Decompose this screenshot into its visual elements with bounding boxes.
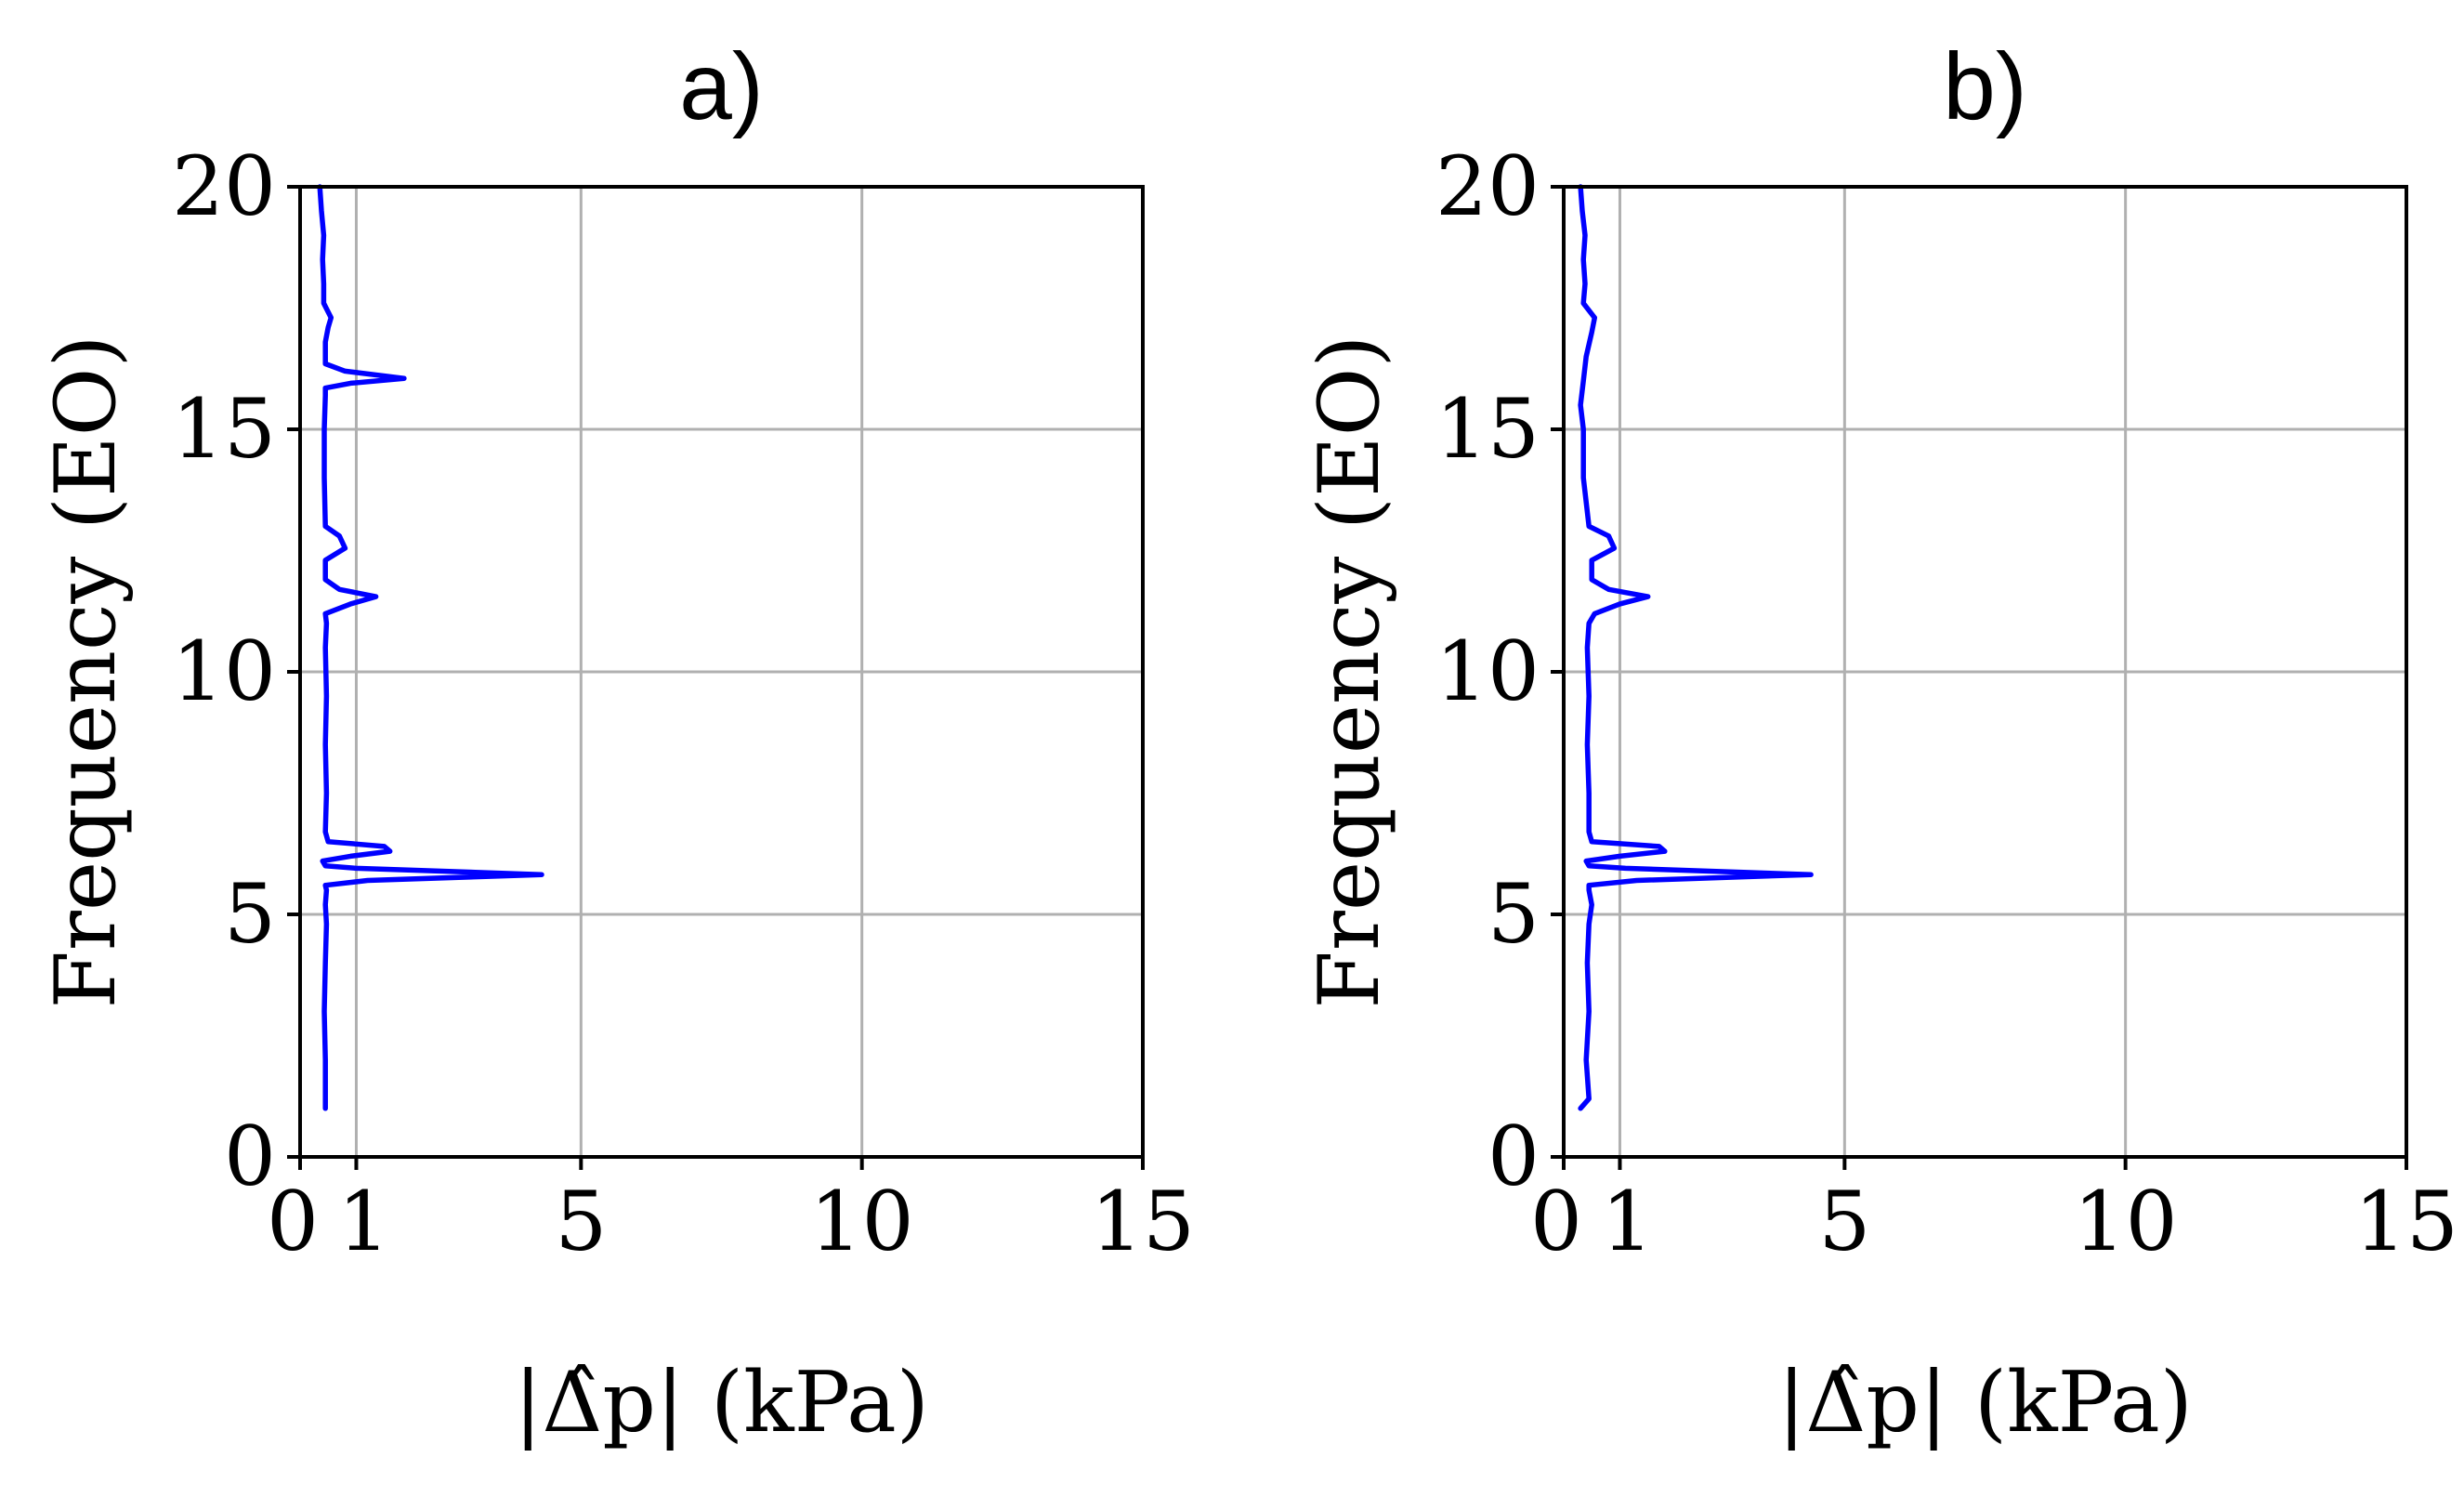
y-tick-label: 0	[224, 1109, 276, 1204]
panel-title: a)	[679, 33, 764, 139]
series-line-b	[1578, 184, 1814, 1111]
x-tick-label: 5	[1818, 1174, 1870, 1269]
y-tick-label: 15	[172, 381, 276, 477]
x-axis-label: |Δ̂p| (kPa)	[514, 1354, 929, 1451]
x-tick-label: 15	[2354, 1174, 2458, 1269]
y-axis-label: Frequency (EO)	[37, 335, 135, 1008]
y-tick-label: 20	[172, 138, 276, 234]
x-tick-label: 0	[267, 1174, 319, 1269]
y-tick-label: 5	[1488, 866, 1540, 962]
y-tick-label: 15	[1435, 381, 1540, 477]
x-tick-label: 10	[810, 1174, 914, 1269]
y-tick-label: 5	[224, 866, 276, 962]
x-tick-label: 10	[2074, 1174, 2178, 1269]
x-tick-label: 5	[555, 1174, 607, 1269]
x-tick-label: 1	[337, 1174, 389, 1269]
y-tick-label: 0	[1488, 1109, 1540, 1204]
x-tick-label: 1	[1601, 1174, 1653, 1269]
x-tick-label: 0	[1530, 1174, 1582, 1269]
panel-title: b)	[1943, 33, 2027, 139]
y-tick-label: 10	[1435, 624, 1540, 719]
x-axis-label: |Δ̂p| (kPa)	[1777, 1354, 2193, 1451]
y-tick-label: 10	[172, 624, 276, 719]
series-line-a	[317, 184, 544, 1111]
y-tick-label: 20	[1435, 138, 1540, 234]
y-axis-label: Frequency (EO)	[1301, 335, 1398, 1008]
x-tick-label: 15	[1091, 1174, 1195, 1269]
